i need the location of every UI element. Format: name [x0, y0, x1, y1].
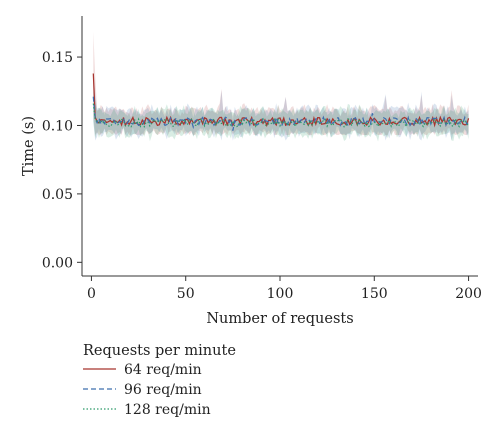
y-axis-label: Time (s)	[21, 116, 37, 176]
legend: 64 req/min 96 req/min 128 req/min	[83, 362, 211, 418]
x-tick-label: 100	[267, 286, 294, 302]
y-tick-label: 0.10	[42, 118, 73, 134]
series-band-3	[93, 91, 469, 142]
y-tick-label: 0.15	[42, 50, 73, 66]
legend-label-2: 96 req/min	[124, 382, 202, 398]
series-line-1	[92, 73, 470, 128]
legend-label-3: 128 req/min	[124, 402, 211, 418]
x-tick-label: 50	[177, 286, 195, 302]
confidence-bands	[93, 31, 469, 142]
series-lines	[92, 73, 470, 131]
x-tick-label: 150	[361, 286, 388, 302]
x-axis-label: Number of requests	[206, 311, 353, 327]
y-tick-label: 0.00	[42, 255, 73, 271]
x-tick-label: 200	[455, 286, 482, 302]
series-band-2	[93, 72, 469, 141]
series-band-1	[93, 31, 469, 136]
axis-ticks: 0 50 100 150 200 0.00 0.05 0.10 0.15	[42, 50, 482, 302]
legend-title: Requests per minute	[83, 343, 236, 359]
x-tick-label: 0	[87, 286, 96, 302]
legend-label-1: 64 req/min	[124, 362, 202, 378]
y-tick-label: 0.05	[42, 187, 73, 203]
series-line-2	[92, 96, 469, 131]
